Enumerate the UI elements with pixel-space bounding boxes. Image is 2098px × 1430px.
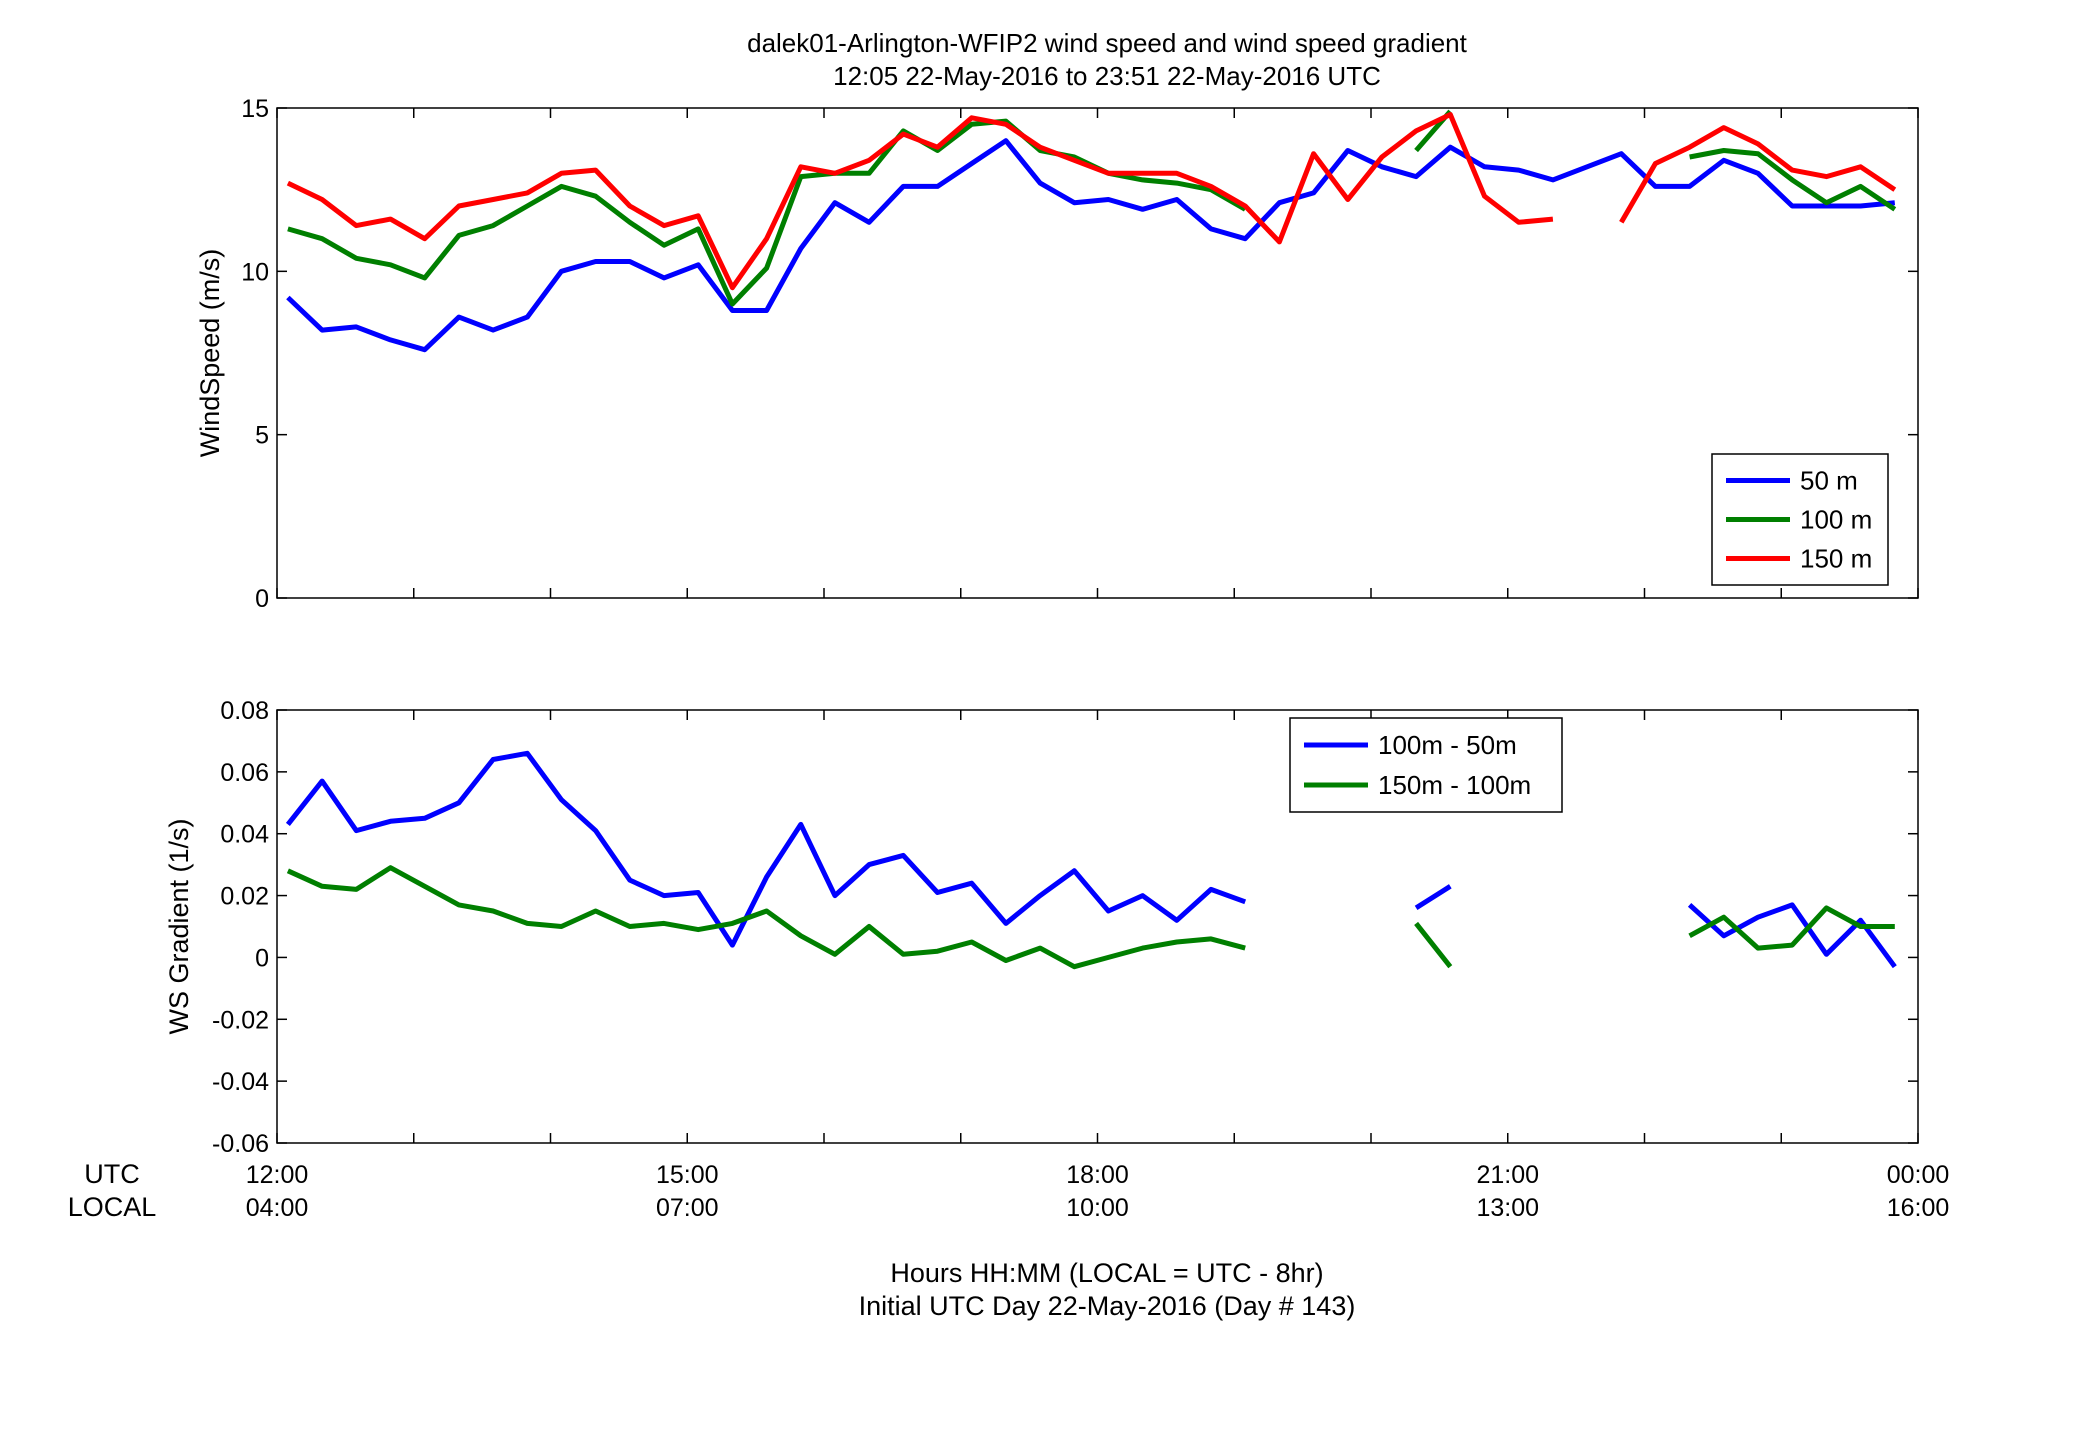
x-tick-label-utc: 18:00 bbox=[1066, 1161, 1129, 1189]
gradient-series-100m-50m bbox=[285, 750, 1897, 969]
gradient-legend: 100m - 50m 150m - 100m bbox=[1289, 717, 1563, 813]
gradient-legend-label: 150m - 100m bbox=[1378, 770, 1531, 800]
wind-speed-panel: 0 5 10 15 WindSpeed (m/s) 50 m 100 m 150 m bbox=[195, 95, 1919, 613]
gradient-y-tick-label: -0.04 bbox=[212, 1068, 269, 1096]
wind-speed-y-tick-label: 0 bbox=[255, 585, 269, 613]
wind-speed-legend: 50 m 100 m 150 m bbox=[1711, 453, 1889, 586]
wind-speed-legend-label: 150 m bbox=[1800, 544, 1872, 574]
x-axis-label: Hours HH:MM (LOCAL = UTC - 8hr) bbox=[890, 1258, 1323, 1288]
x-tick-label-local: 13:00 bbox=[1476, 1194, 1539, 1222]
gradient-y-tick-label: 0.04 bbox=[220, 821, 269, 849]
x-tick-label-utc: 00:00 bbox=[1887, 1161, 1950, 1189]
wind-speed-y-tick-label: 15 bbox=[241, 95, 269, 123]
x-tick-label-local: 10:00 bbox=[1066, 1194, 1129, 1222]
gradient-y-tick-label: 0.06 bbox=[220, 759, 269, 787]
gradient-y-tick-label: -0.02 bbox=[212, 1006, 269, 1034]
wind-speed-y-tick-label: 5 bbox=[255, 422, 269, 450]
gradient-axes-frame bbox=[276, 709, 1919, 1144]
x-tick-label-utc: 15:00 bbox=[656, 1161, 719, 1189]
wind-speed-series-150-m bbox=[286, 112, 1897, 291]
x-tick-label-utc: 12:00 bbox=[246, 1161, 309, 1189]
gradient-y-tick-label: 0.02 bbox=[220, 883, 269, 911]
gradient-y-tick-label: 0 bbox=[255, 944, 269, 972]
gradient-y-tick-label: 0.08 bbox=[220, 697, 269, 725]
wind-speed-legend-label: 50 m bbox=[1800, 466, 1858, 496]
x-tick-label-local: 16:00 bbox=[1887, 1194, 1950, 1222]
x-tick-label-utc: 21:00 bbox=[1476, 1161, 1539, 1189]
x-tick-label-local: 07:00 bbox=[656, 1194, 719, 1222]
gradient-y-tick-label: -0.06 bbox=[212, 1130, 269, 1158]
wind-speed-series-100-m bbox=[287, 109, 1897, 307]
utc-row-label: UTC bbox=[84, 1159, 140, 1189]
wind-speed-legend-label: 100 m bbox=[1800, 505, 1872, 535]
wind-speed-y-axis-label: WindSpeed (m/s) bbox=[195, 249, 225, 458]
gradient-y-axis-label: WS Gradient (1/s) bbox=[164, 818, 194, 1034]
gradient-panel: -0.06 -0.04 -0.02 0 0.02 0.04 0.06 0.08 12:00 04:… bbox=[164, 697, 1949, 1222]
x-tick-label-local: 04:00 bbox=[246, 1194, 309, 1222]
gradient-series-150m-100m bbox=[286, 865, 1895, 970]
wind-speed-series-50-m bbox=[286, 138, 1896, 353]
wind-speed-axes-frame bbox=[276, 107, 1919, 599]
day-info-label: Initial UTC Day 22-May-2016 (Day # 143) bbox=[859, 1291, 1356, 1321]
chart-title-line2: 12:05 22-May-2016 to 23:51 22-May-2016 U… bbox=[833, 61, 1381, 91]
chart-title-line1: dalek01-Arlington-WFIP2 wind speed and w… bbox=[747, 28, 1468, 58]
wind-speed-y-tick-label: 10 bbox=[241, 258, 269, 286]
local-row-label: LOCAL bbox=[68, 1192, 157, 1222]
gradient-legend-label: 100m - 50m bbox=[1378, 730, 1517, 760]
gradient-legend-box bbox=[1289, 717, 1563, 813]
